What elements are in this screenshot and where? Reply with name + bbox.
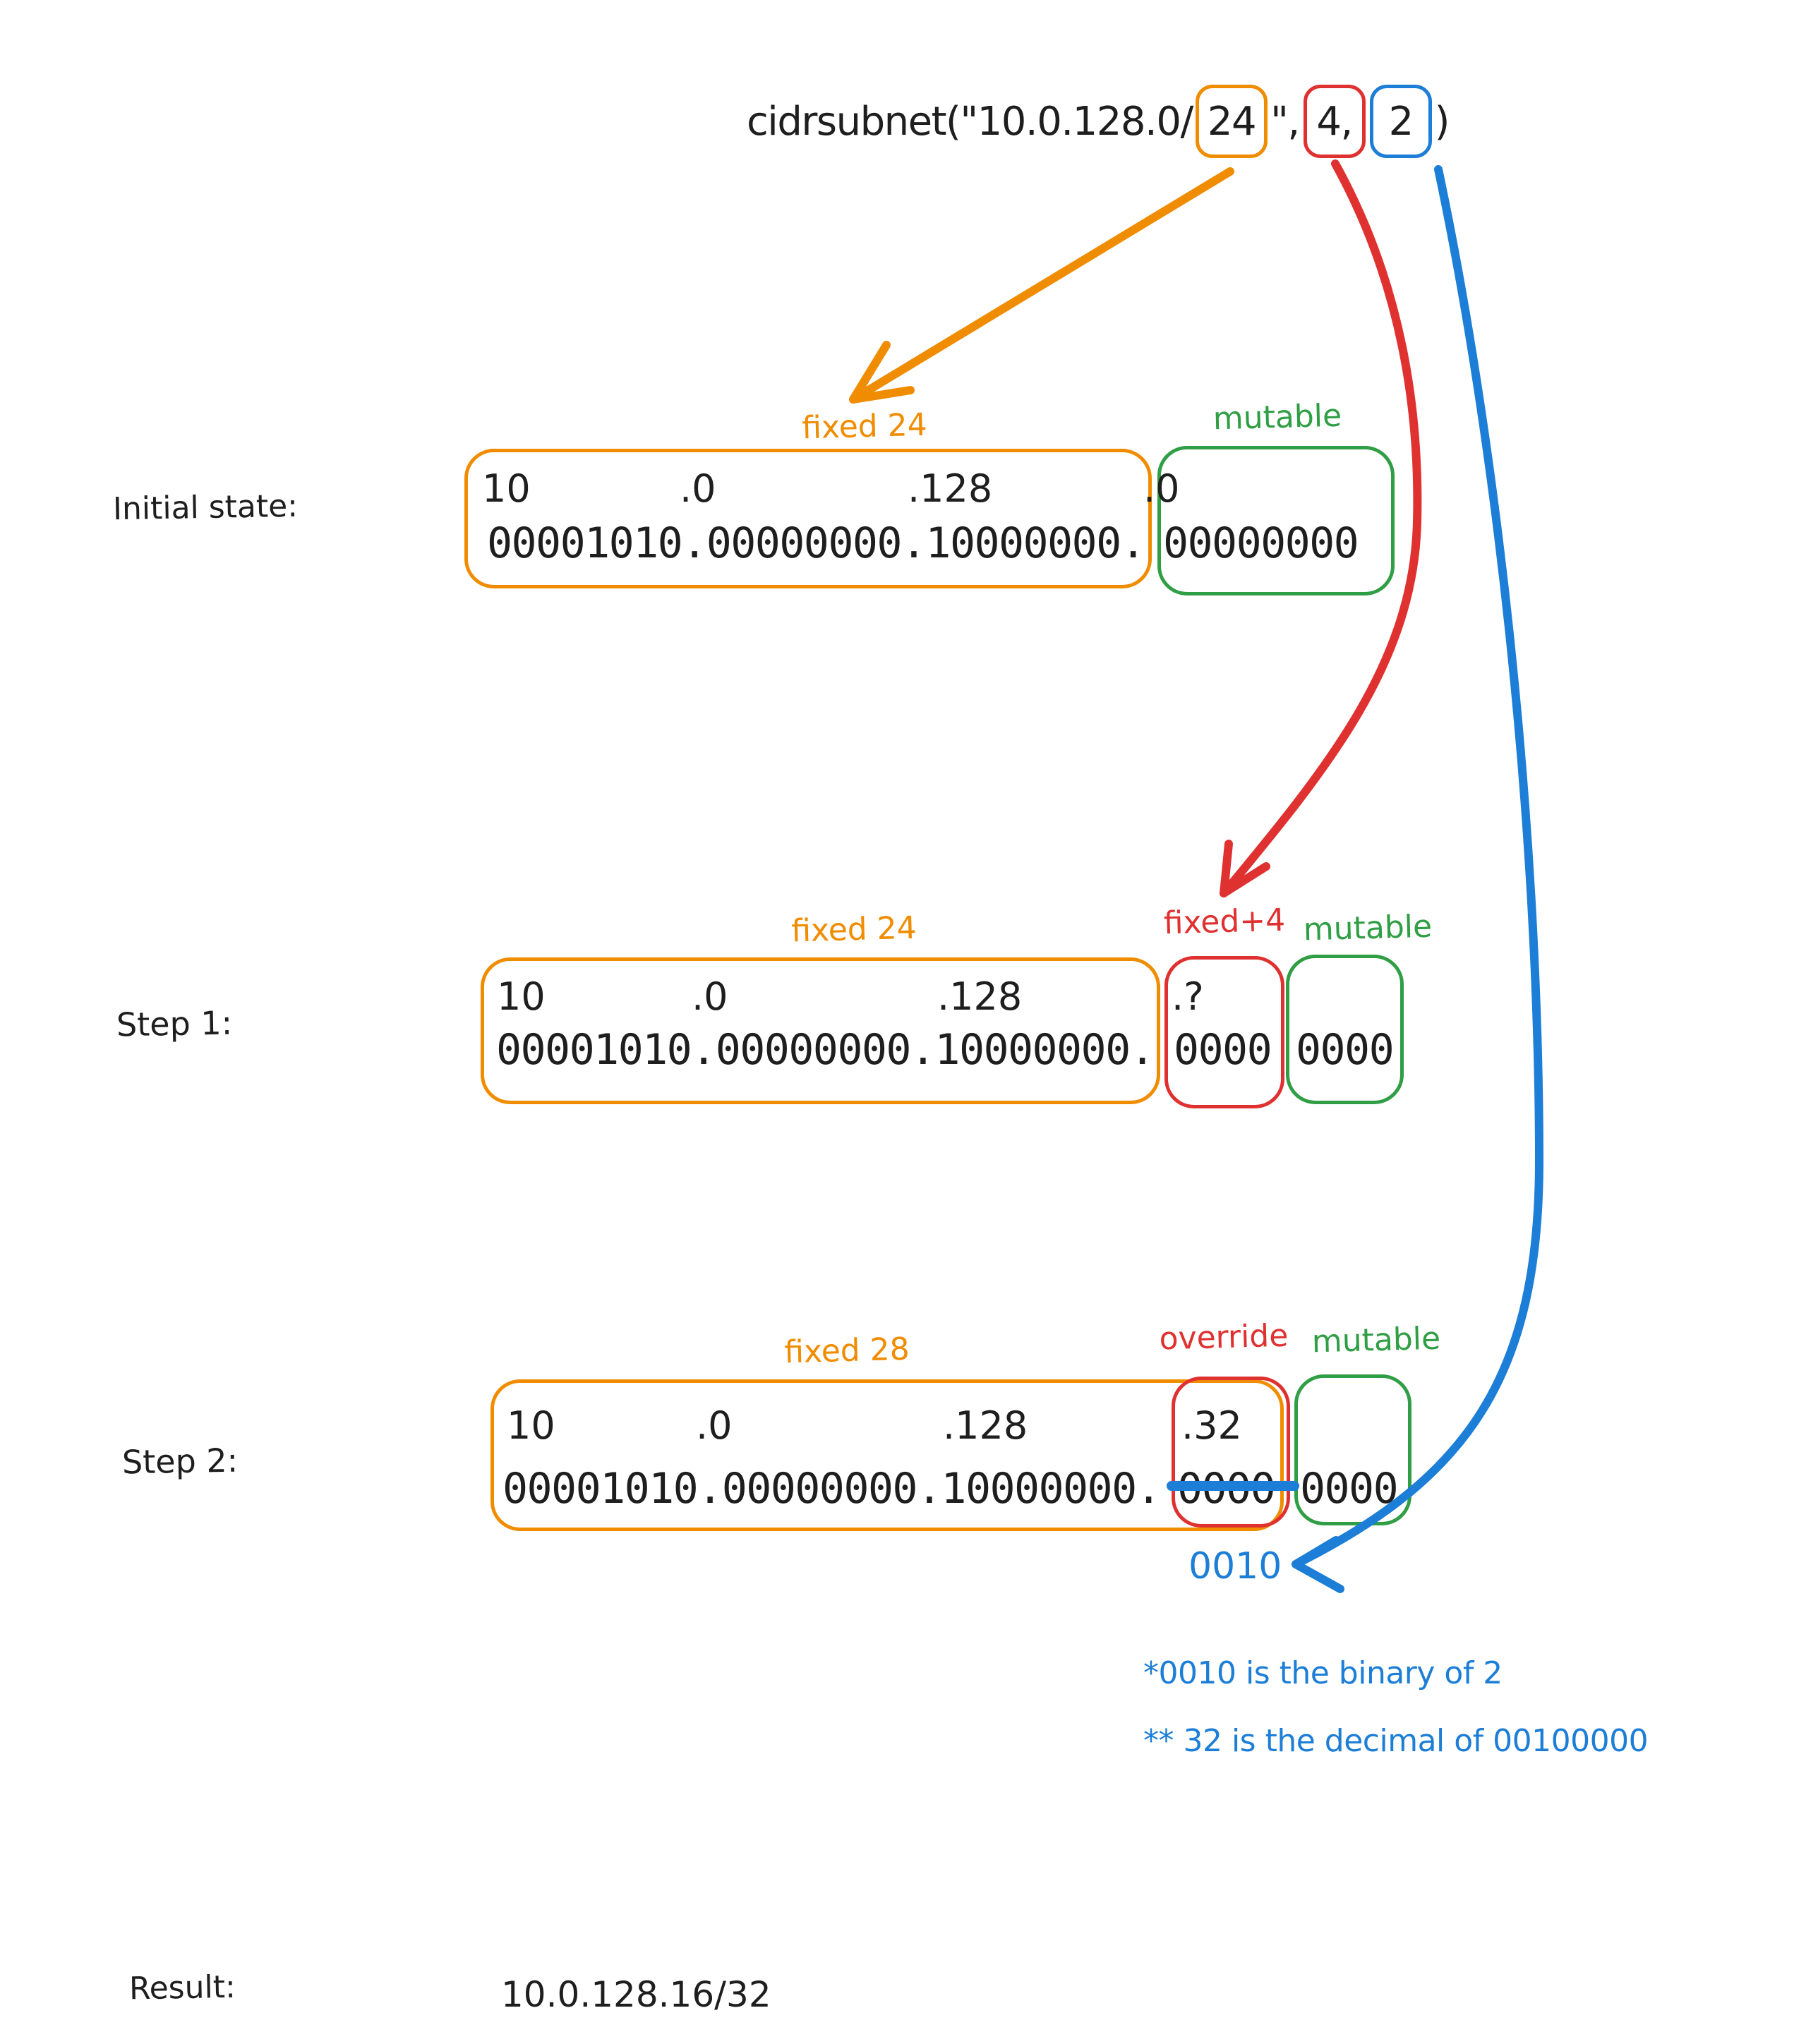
row-label-step2: Step 2:	[121, 1441, 239, 1482]
octet1-step1: 10	[497, 974, 546, 1019]
new-bits-box-step1	[1164, 956, 1284, 1108]
title-separator: ",	[1270, 98, 1300, 145]
binary-mutable-step1: 0000	[1296, 1025, 1395, 1075]
newbits-highlight-box: 4,	[1303, 85, 1366, 158]
octet4-step1: .?	[1172, 974, 1204, 1019]
override-label-step2: override	[1159, 1317, 1289, 1357]
octet4-initial: .0	[1143, 466, 1180, 511]
octet3-initial: .128	[908, 466, 993, 511]
fixed-plus4-label-step1: fixed+4	[1163, 902, 1286, 942]
fixed-box-step1	[481, 957, 1160, 1104]
octet3-step1: .128	[937, 974, 1023, 1019]
fixed-box-initial	[464, 449, 1152, 588]
fixed-28-label-step2: fixed 28	[783, 1331, 910, 1371]
fixed-24-label-initial: fixed 24	[801, 406, 928, 447]
mutable-label-initial: mutable	[1212, 397, 1342, 437]
override-box-step2	[1172, 1377, 1290, 1528]
binary-new-step1: 0000	[1174, 1025, 1272, 1075]
title-prefix: cidrsubnet("10.0.128.0/	[747, 98, 1193, 145]
title-close-paren: )	[1434, 98, 1450, 145]
netnum-value: 2	[1388, 98, 1414, 145]
binary-fixed-step1: 00001010.00000000.10000000.	[496, 1025, 1155, 1075]
result-label: Result:	[128, 1969, 236, 2007]
netnum-binary-annotation: 0010	[1188, 1545, 1282, 1588]
fixed-box-step2	[490, 1379, 1284, 1531]
mutable-label-step1: mutable	[1303, 908, 1433, 948]
newbits-value: 4,	[1316, 98, 1353, 145]
octet1-step2: 10	[507, 1403, 555, 1448]
footnote-binary-of-2: *0010 is the binary of 2	[1143, 1655, 1503, 1691]
binary-fixed-step2: 00001010.00000000.10000000.	[502, 1464, 1162, 1513]
binary-override-step2: 0000	[1177, 1464, 1276, 1513]
result-value: 10.0.128.16/32	[501, 1974, 771, 2015]
row-label-step1: Step 1:	[116, 1003, 233, 1044]
prefixlen-value: 24	[1207, 98, 1257, 145]
orange-arrow	[849, 167, 1234, 404]
binary-fixed-initial: 00001010.00000000.10000000.	[487, 519, 1146, 568]
binary-mutable-step2: 0000	[1300, 1464, 1399, 1513]
octet2-step2: .0	[696, 1403, 733, 1448]
octet1-initial: 10	[482, 466, 531, 511]
fixed-24-label-step1: fixed 24	[790, 909, 917, 950]
binary-mutable-initial: 00000000	[1163, 519, 1359, 568]
prefixlen-highlight-box: 24	[1195, 85, 1268, 158]
footnote-decimal-of-binary: ** 32 is the decimal of 00100000	[1143, 1723, 1649, 1759]
octet4-step2: .32	[1181, 1403, 1242, 1448]
row-label-initial-state: Initial state:	[112, 488, 299, 528]
octet2-initial: .0	[680, 466, 716, 511]
octet2-step1: .0	[692, 974, 728, 1019]
netnum-highlight-box: 2	[1369, 85, 1432, 158]
octet3-step2: .128	[943, 1403, 1028, 1448]
title-expression: cidrsubnet("10.0.128.0/24 ", 4, 2)	[747, 79, 1450, 164]
mutable-label-step2: mutable	[1311, 1320, 1441, 1360]
